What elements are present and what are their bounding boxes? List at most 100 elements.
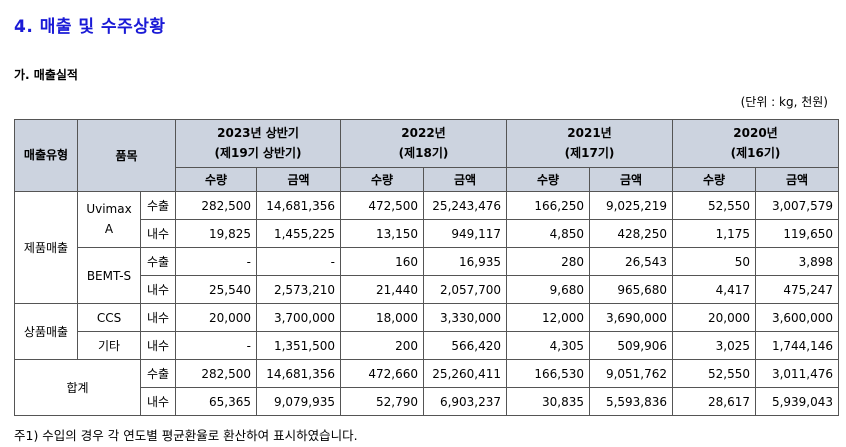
cell-qty: 50 (672, 247, 757, 276)
cell-qty: 20,000 (175, 303, 257, 332)
unit-note: (단위 : kg, 천원) (740, 95, 828, 109)
cell-qty: 25,540 (175, 275, 257, 304)
cell-amount: 25,243,476 (423, 191, 508, 220)
sales-type-goods: 상품매출 (14, 303, 78, 360)
cell-qty: 20,000 (672, 303, 757, 332)
header-amount: 금액 (255, 167, 342, 192)
cell-amount: 509,906 (589, 331, 674, 360)
sales-table: 매출유형 품목 2023년 상반기 (제19기 상반기) 2022년 (제18기) … (14, 119, 840, 416)
channel-domestic: 내수 (140, 303, 176, 332)
channel-domestic: 내수 (140, 387, 176, 416)
cell-amount: 14,681,356 (255, 359, 342, 388)
header-qty: 수량 (506, 167, 591, 192)
channel-domestic: 내수 (140, 219, 176, 248)
table-row: 기타 내수 -1,351,500 200 566,420 4,305 509,906 3,… (15, 331, 840, 360)
cell-qty: 21,440 (340, 275, 425, 304)
channel-export: 수출 (140, 359, 176, 388)
cell-amount: 3,700,000 (255, 303, 342, 332)
cell-amount: 119,650 (755, 219, 840, 248)
cell-qty: 28,617 (672, 387, 757, 416)
section-title: 4. 매출 및 수주상황 (14, 17, 166, 37)
header-row-metrics: 수량 금액 수량 금액 수량 금액 수량 금액 (15, 167, 840, 192)
cell-qty: 166,250 (506, 191, 591, 220)
cell-qty: 65,365 (175, 387, 257, 416)
cell-amount: 3,007,579 (755, 191, 840, 220)
subsection-title: 가. 매출실적 (14, 68, 78, 82)
header-row-periods: 매출유형 품목 2023년 상반기 (제19기 상반기) 2022년 (제18기) … (14, 119, 840, 192)
cell-qty: 52,790 (340, 387, 425, 416)
header-period-2022: 2022년 (제18기) (340, 119, 508, 168)
cell-qty: 19,825 (175, 219, 257, 248)
cell-amount: 9,025,219 (589, 191, 674, 220)
cell-qty: 280 (506, 247, 591, 276)
cell-qty: 4,305 (506, 331, 591, 360)
cell-amount: 428,250 (589, 219, 674, 248)
table-row: 내수 19,825 1,455,225 13,150 949,117 4,850 428,… (15, 219, 840, 248)
header-period-2023h1: 2023년 상반기 (제19기 상반기) (174, 119, 342, 168)
cell-qty: 472,500 (340, 191, 425, 220)
cell-amount: 14,681,356 (255, 191, 342, 220)
channel-export: 수출 (140, 247, 176, 276)
header-qty: 수량 (175, 167, 257, 192)
cell-amount: 3,600,000 (755, 303, 840, 332)
cell-amount: 9,079,935 (255, 387, 342, 416)
cell-qty: 9,680 (506, 275, 591, 304)
cell-amount: 3,898 (755, 247, 840, 276)
header-amount: 금액 (755, 167, 840, 192)
header-item: 품목 (77, 119, 176, 192)
header-amount: 금액 (589, 167, 674, 192)
cell-qty: 282,500 (175, 191, 257, 220)
table-row: 합계 수출 282,500 14,681,356 472,660 25,260,411… (14, 359, 840, 416)
cell-qty: 3,025 (672, 331, 757, 360)
cell-amount: 475,247 (755, 275, 840, 304)
cell-amount: 1,351,500 (255, 331, 342, 360)
cell-amount: 2,057,700 (423, 275, 508, 304)
cell-qty: 12,000 (506, 303, 591, 332)
cell-amount: 2,573,210 (255, 275, 342, 304)
cell-amount: 3,330,000 (423, 303, 508, 332)
cell-amount: - (255, 247, 342, 276)
cell-amount: 1,744,146 (755, 331, 840, 360)
item-ccs: CCS (77, 303, 141, 332)
cell-amount: 566,420 (423, 331, 508, 360)
header-amount: 금액 (423, 167, 508, 192)
cell-amount: 25,260,411 (423, 359, 508, 388)
item-bemt: BEMT-S (77, 247, 141, 304)
footnote: 주1) 수입의 경우 각 연도별 평균환율로 환산하여 표시하였습니다. (14, 428, 358, 443)
table-row: 내수 65,365 9,079,935 52,790 6,903,237 30,835 5… (15, 387, 840, 416)
cell-amount: 3,690,000 (589, 303, 674, 332)
item-other: 기타 (77, 331, 141, 360)
cell-qty: 52,550 (672, 359, 757, 388)
header-period-2020: 2020년 (제16기) (672, 119, 840, 168)
channel-domestic: 내수 (140, 331, 176, 360)
cell-qty: 160 (340, 247, 425, 276)
header-sales-type: 매출유형 (14, 119, 78, 192)
cell-amount: 5,939,043 (755, 387, 840, 416)
cell-qty: - (175, 247, 257, 276)
cell-amount: 26,543 (589, 247, 674, 276)
cell-amount: 9,051,762 (589, 359, 674, 388)
cell-qty: 472,660 (340, 359, 425, 388)
cell-amount: 6,903,237 (423, 387, 508, 416)
table-row: 내수 25,540 2,573,210 21,440 2,057,700 9,680 96… (15, 275, 840, 304)
header-period-2021: 2021년 (제17기) (506, 119, 674, 168)
cell-amount: 1,455,225 (255, 219, 342, 248)
total-label: 합계 (14, 359, 141, 416)
item-uvimax: Uvimax A (77, 191, 141, 248)
table-row: BEMT-S 수출 - -160 16,935 280 26,543 50 3,898 (15, 247, 840, 304)
cell-amount: 16,935 (423, 247, 508, 276)
cell-amount: 965,680 (589, 275, 674, 304)
cell-qty: 166,530 (506, 359, 591, 388)
cell-qty: 282,500 (175, 359, 257, 388)
cell-qty: 1,175 (672, 219, 757, 248)
cell-qty: 13,150 (340, 219, 425, 248)
header-qty: 수량 (340, 167, 425, 192)
header-qty: 수량 (672, 167, 757, 192)
table-row: 상품매출 CCS 내수 20,000 3,700,000 18,000 3,330,0… (14, 303, 840, 360)
cell-qty: 4,850 (506, 219, 591, 248)
cell-qty: 200 (340, 331, 425, 360)
cell-amount: 949,117 (423, 219, 508, 248)
table-row: 제품매출 Uvimax A 수출 282,500 14,681,356 472,50… (14, 191, 840, 304)
cell-qty: 4,417 (672, 275, 757, 304)
cell-qty: 18,000 (340, 303, 425, 332)
